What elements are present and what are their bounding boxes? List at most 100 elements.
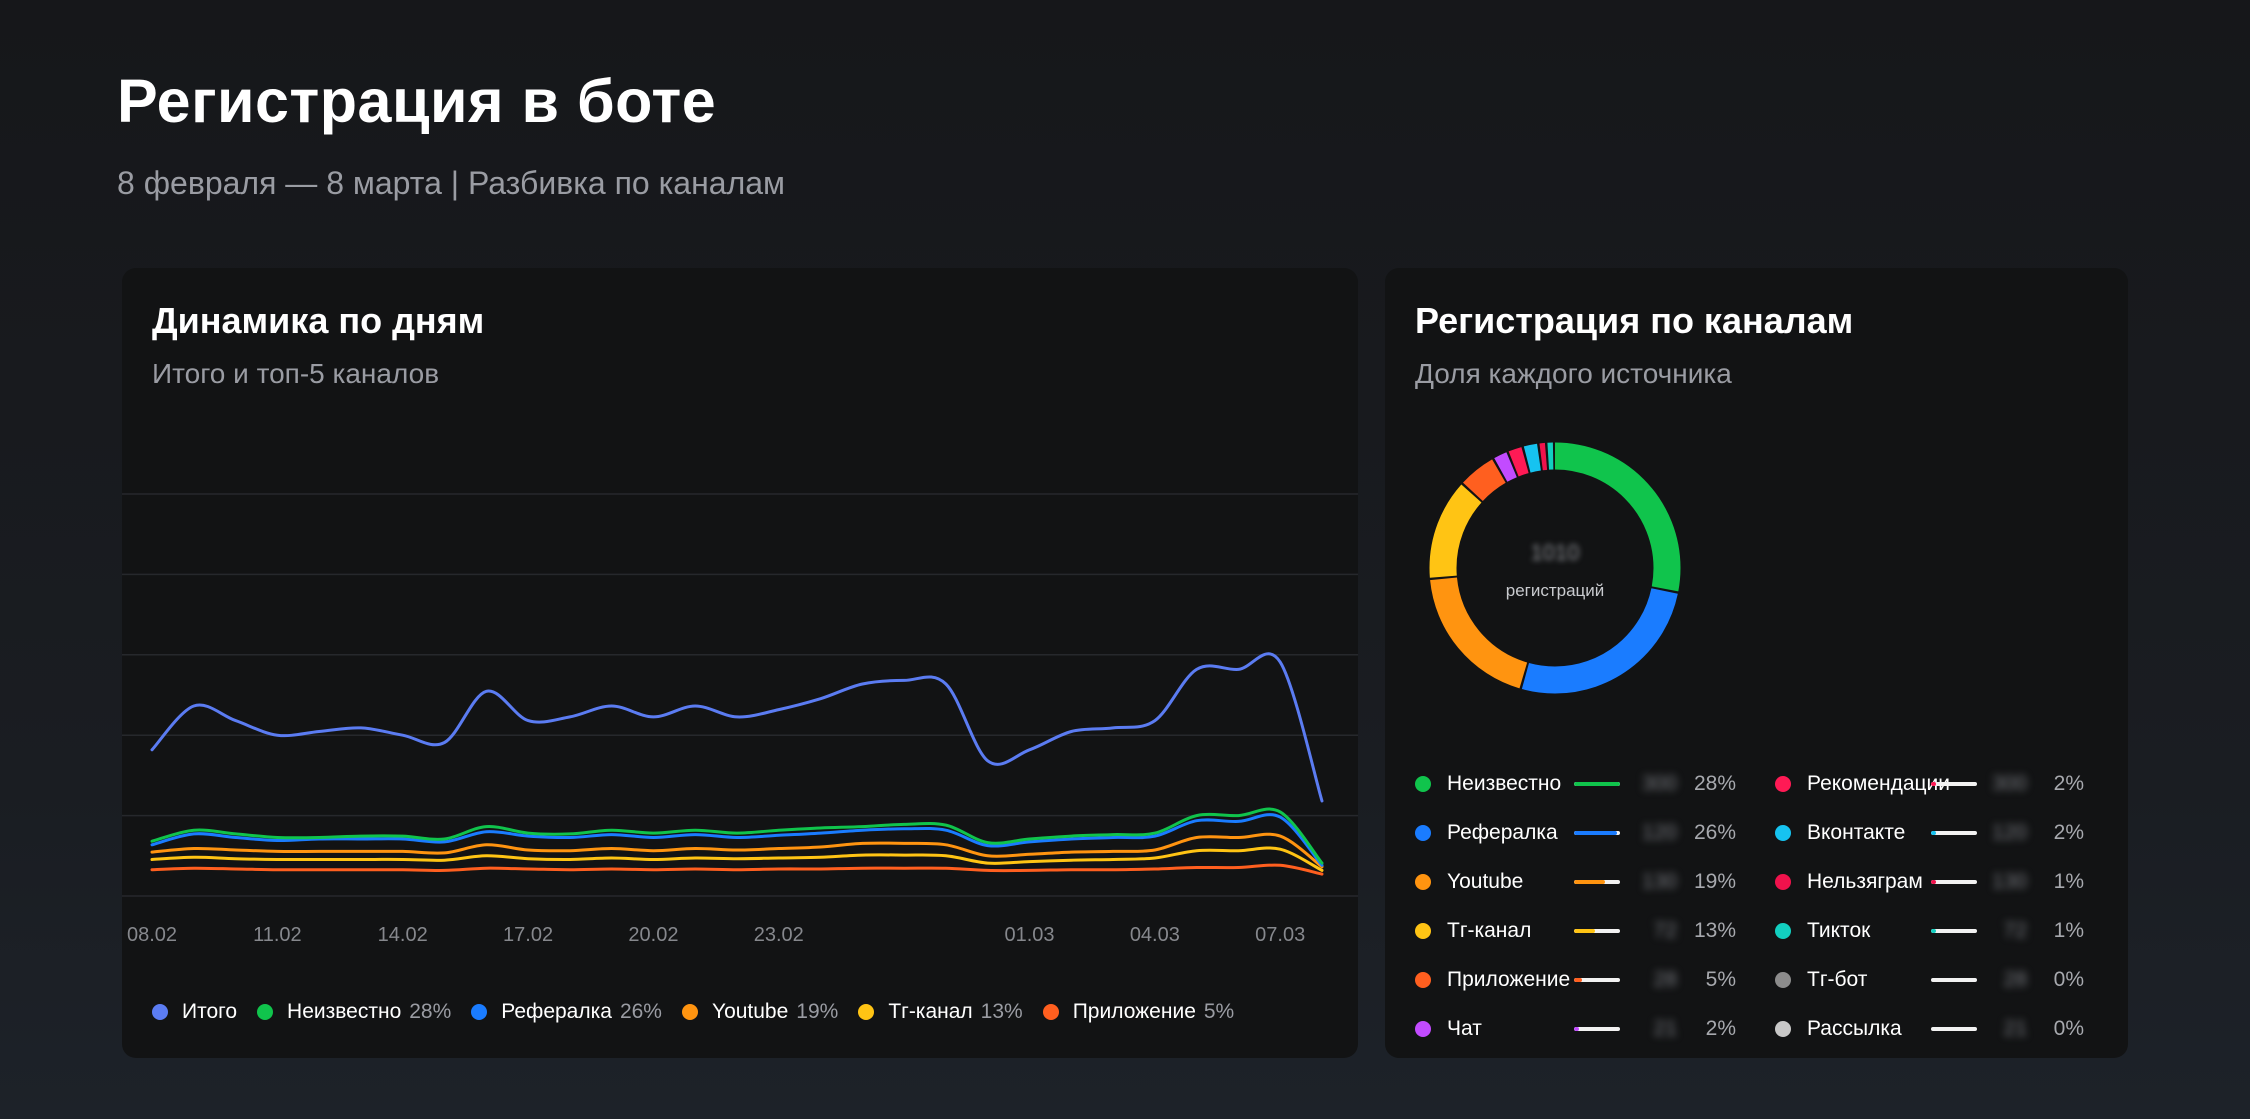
channel-dot [1415,776,1431,792]
channel-item: Тикток 72 1% [1775,916,2120,946]
channel-name: Чат [1447,1017,1482,1040]
channel-count: 130 [1641,870,1677,893]
legend-item: Тг-канал 13% [858,1000,1023,1024]
channel-dot [1775,825,1791,841]
legend-percent: 13% [980,1000,1023,1023]
series-line [150,863,1324,876]
channel-name: Нельзяграм [1807,870,1923,893]
channel-percent: 13% [1693,919,1736,942]
x-tick-label: 17.02 [503,924,553,946]
channel-percent: 1% [2053,870,2084,893]
channel-item: Тг-канал 72 13% [1415,916,1760,946]
channel-name: Рекомендации [1807,772,1951,795]
channel-share-bar [1931,1027,1977,1031]
legend-dot [858,1004,875,1020]
channel-percent: 2% [1705,1017,1736,1040]
channel-percent: 0% [2053,968,2084,991]
channel-dot [1415,825,1431,841]
channel-dot [1415,1021,1431,1037]
channel-name: Приложение [1447,968,1571,991]
series-line [150,813,1324,867]
daily-dynamics-title: Динамика по дням [152,300,485,341]
legend-dot [152,1004,168,1020]
channels-donut-chart: 1010 регистраций [1429,442,1681,694]
legend-item: Неизвестно 28% [257,1000,451,1024]
x-tick-label: 04.03 [1130,924,1180,946]
channel-count: 130 [1991,870,2027,893]
channel-share-bar [1574,782,1620,786]
x-tick-label: 08.02 [127,924,177,946]
channel-count: 120 [1641,821,1677,844]
channel-share-bar [1931,929,1977,933]
channel-item: Чат 21 2% [1415,1014,1760,1044]
x-tick-label: 20.02 [628,924,678,946]
legend-item: Рефералка 26% [471,1000,662,1024]
channels-card: Регистрация по каналам Доля каждого исто… [1385,268,2128,1058]
x-tick-label: 01.03 [1004,924,1054,946]
channel-share-bar [1931,782,1977,786]
daily-line-chart: 08.02 11.02 14.02 17.02 20.02 23.02 01.03 04.03… [122,493,1358,946]
legend-label: Неизвестно [287,1000,402,1023]
channel-share-bar [1574,929,1620,933]
channel-count: 72 [1653,919,1677,942]
channel-share-fill [1574,1027,1579,1031]
channel-percent: 28% [1693,772,1736,795]
series-line [150,807,1324,865]
channel-share-fill [1574,880,1606,884]
channel-name: Неизвестно [1447,772,1562,795]
channel-share-fill [1931,929,1936,933]
channel-count: 300 [1641,772,1677,795]
channel-count: 21 [2003,1017,2027,1040]
channel-share-bar [1931,880,1977,884]
channel-count: 120 [1991,821,2027,844]
channel-share-bar [1574,978,1620,982]
channel-percent: 2% [2053,821,2084,844]
channel-count: 28 [2003,968,2027,991]
channel-percent: 26% [1693,821,1736,844]
legend-label: Тг-канал [888,1000,973,1023]
legend-percent: 5% [1203,1000,1235,1023]
legend-label: Рефералка [501,1000,612,1023]
channel-dot [1775,776,1791,792]
daily-dynamics-card: Динамика по дням Итого и топ-5 каналов 0… [122,268,1358,1058]
channel-dot [1775,923,1791,939]
donut-slice [1429,442,1681,694]
channel-name: Youtube [1447,870,1524,893]
channel-percent: 2% [2053,772,2084,795]
channel-dot [1775,874,1791,890]
donut-slice [1429,442,1681,694]
channel-name: Тг-бот [1807,968,1868,991]
legend-item: Youtube 19% [681,1000,839,1024]
channel-percent: 5% [1705,968,1736,991]
channel-name: Тг-канал [1447,919,1532,942]
legend-label: Приложение [1072,1000,1196,1023]
x-tick-label: 23.02 [754,924,804,946]
channel-item: Нельзяграм 130 1% [1775,867,2120,897]
channel-dot [1415,923,1431,939]
daily-dynamics-subtitle: Итого и топ-5 каналов [152,358,440,389]
channel-item: Рефералка 120 26% [1415,818,1760,848]
channel-percent: 0% [2053,1017,2084,1040]
series-line [150,832,1324,869]
channel-name: Тикток [1807,919,1871,942]
channel-percent: 1% [2053,919,2084,942]
legend-item: Итого [152,1000,237,1024]
legend-label: Youtube [711,1000,789,1023]
channel-share-bar [1574,831,1620,835]
donut-total-label: регистраций [1506,581,1605,600]
channel-item: Вконтакте 120 2% [1775,818,2120,848]
channel-count: 21 [1653,1017,1677,1040]
legend-dot [257,1004,274,1020]
channel-dot [1415,972,1431,988]
channel-share-bar [1931,978,1977,982]
channel-dot [1415,874,1431,890]
channel-share-fill [1574,929,1596,933]
channel-dot [1775,1021,1791,1037]
channel-item: Неизвестно 300 28% [1415,769,1760,799]
legend-percent: 28% [409,1000,452,1023]
legend-label: Итого [182,1000,238,1023]
legend-dot [1042,1004,1059,1020]
channel-item: Рассылка 21 0% [1775,1014,2120,1044]
legend-percent: 19% [796,1000,839,1023]
channel-share-bar [1574,880,1620,884]
